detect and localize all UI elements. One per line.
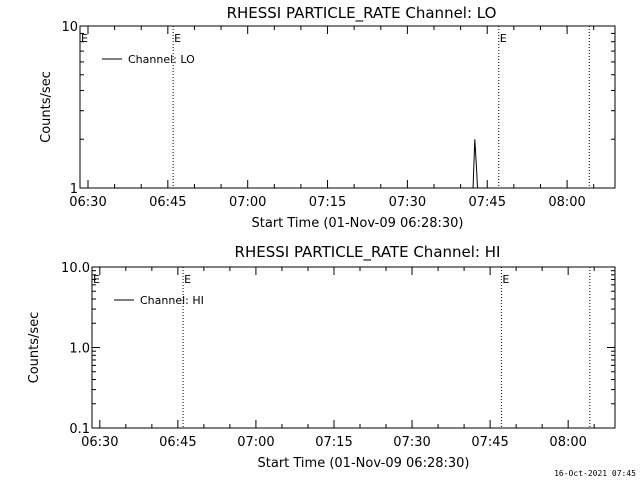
x-tick-label: 07:30 xyxy=(393,435,430,450)
x-axis-label: Start Time (01-Nov-09 06:28:30) xyxy=(258,456,470,471)
event-marker-label: E xyxy=(500,32,507,45)
x-tick-label: 07:15 xyxy=(315,435,352,450)
x-tick-label: 08:00 xyxy=(549,435,586,450)
x-tick-label: 07:00 xyxy=(237,435,274,450)
x-tick-label: 07:45 xyxy=(471,435,508,450)
y-axis-label: Counts/sec xyxy=(27,312,42,384)
plot-frame xyxy=(79,25,616,189)
y-tick-label: 10.0 xyxy=(61,261,90,276)
y-tick-label: 10 xyxy=(61,20,78,35)
chart-panel-0: RHESSI PARTICLE_RATE Channel: LO Start Ti… xyxy=(39,4,616,231)
y-tick-label: 1.0 xyxy=(69,342,90,357)
series-line xyxy=(472,139,478,189)
y-axis-label: Counts/sec xyxy=(39,71,54,143)
x-tick-label: 06:45 xyxy=(159,435,196,450)
chart-title: RHESSI PARTICLE_RATE Channel: LO xyxy=(227,4,497,23)
event-marker-label: E xyxy=(184,273,191,286)
event-marker-label: E xyxy=(502,273,509,286)
chart-panel-1: RHESSI PARTICLE_RATE Channel: HI Start Ti… xyxy=(27,243,616,471)
event-marker-label: E xyxy=(174,32,181,45)
x-tick-label: 06:45 xyxy=(149,195,186,210)
x-tick-label: 08:00 xyxy=(548,195,585,210)
event-marker-label: E xyxy=(93,273,100,286)
x-tick-label: 07:15 xyxy=(309,195,346,210)
legend-label: Channel: LO xyxy=(128,53,195,66)
x-axis-label: Start Time (01-Nov-09 06:28:30) xyxy=(252,216,464,231)
legend-label: Channel: HI xyxy=(140,294,204,307)
chart-title: RHESSI PARTICLE_RATE Channel: HI xyxy=(235,243,501,262)
x-tick-label: 07:30 xyxy=(389,195,426,210)
y-tick-label: 0.1 xyxy=(69,422,90,437)
x-tick-label: 07:45 xyxy=(469,195,506,210)
plot-frame xyxy=(91,266,616,429)
x-tick-label: 07:00 xyxy=(229,195,266,210)
x-tick-label: 06:30 xyxy=(69,195,106,210)
footer-timestamp: 16-Oct-2021 07:45 xyxy=(554,469,636,478)
y-tick-label: 1 xyxy=(70,182,78,197)
event-marker-label: E xyxy=(81,32,88,45)
x-tick-label: 06:30 xyxy=(81,435,118,450)
